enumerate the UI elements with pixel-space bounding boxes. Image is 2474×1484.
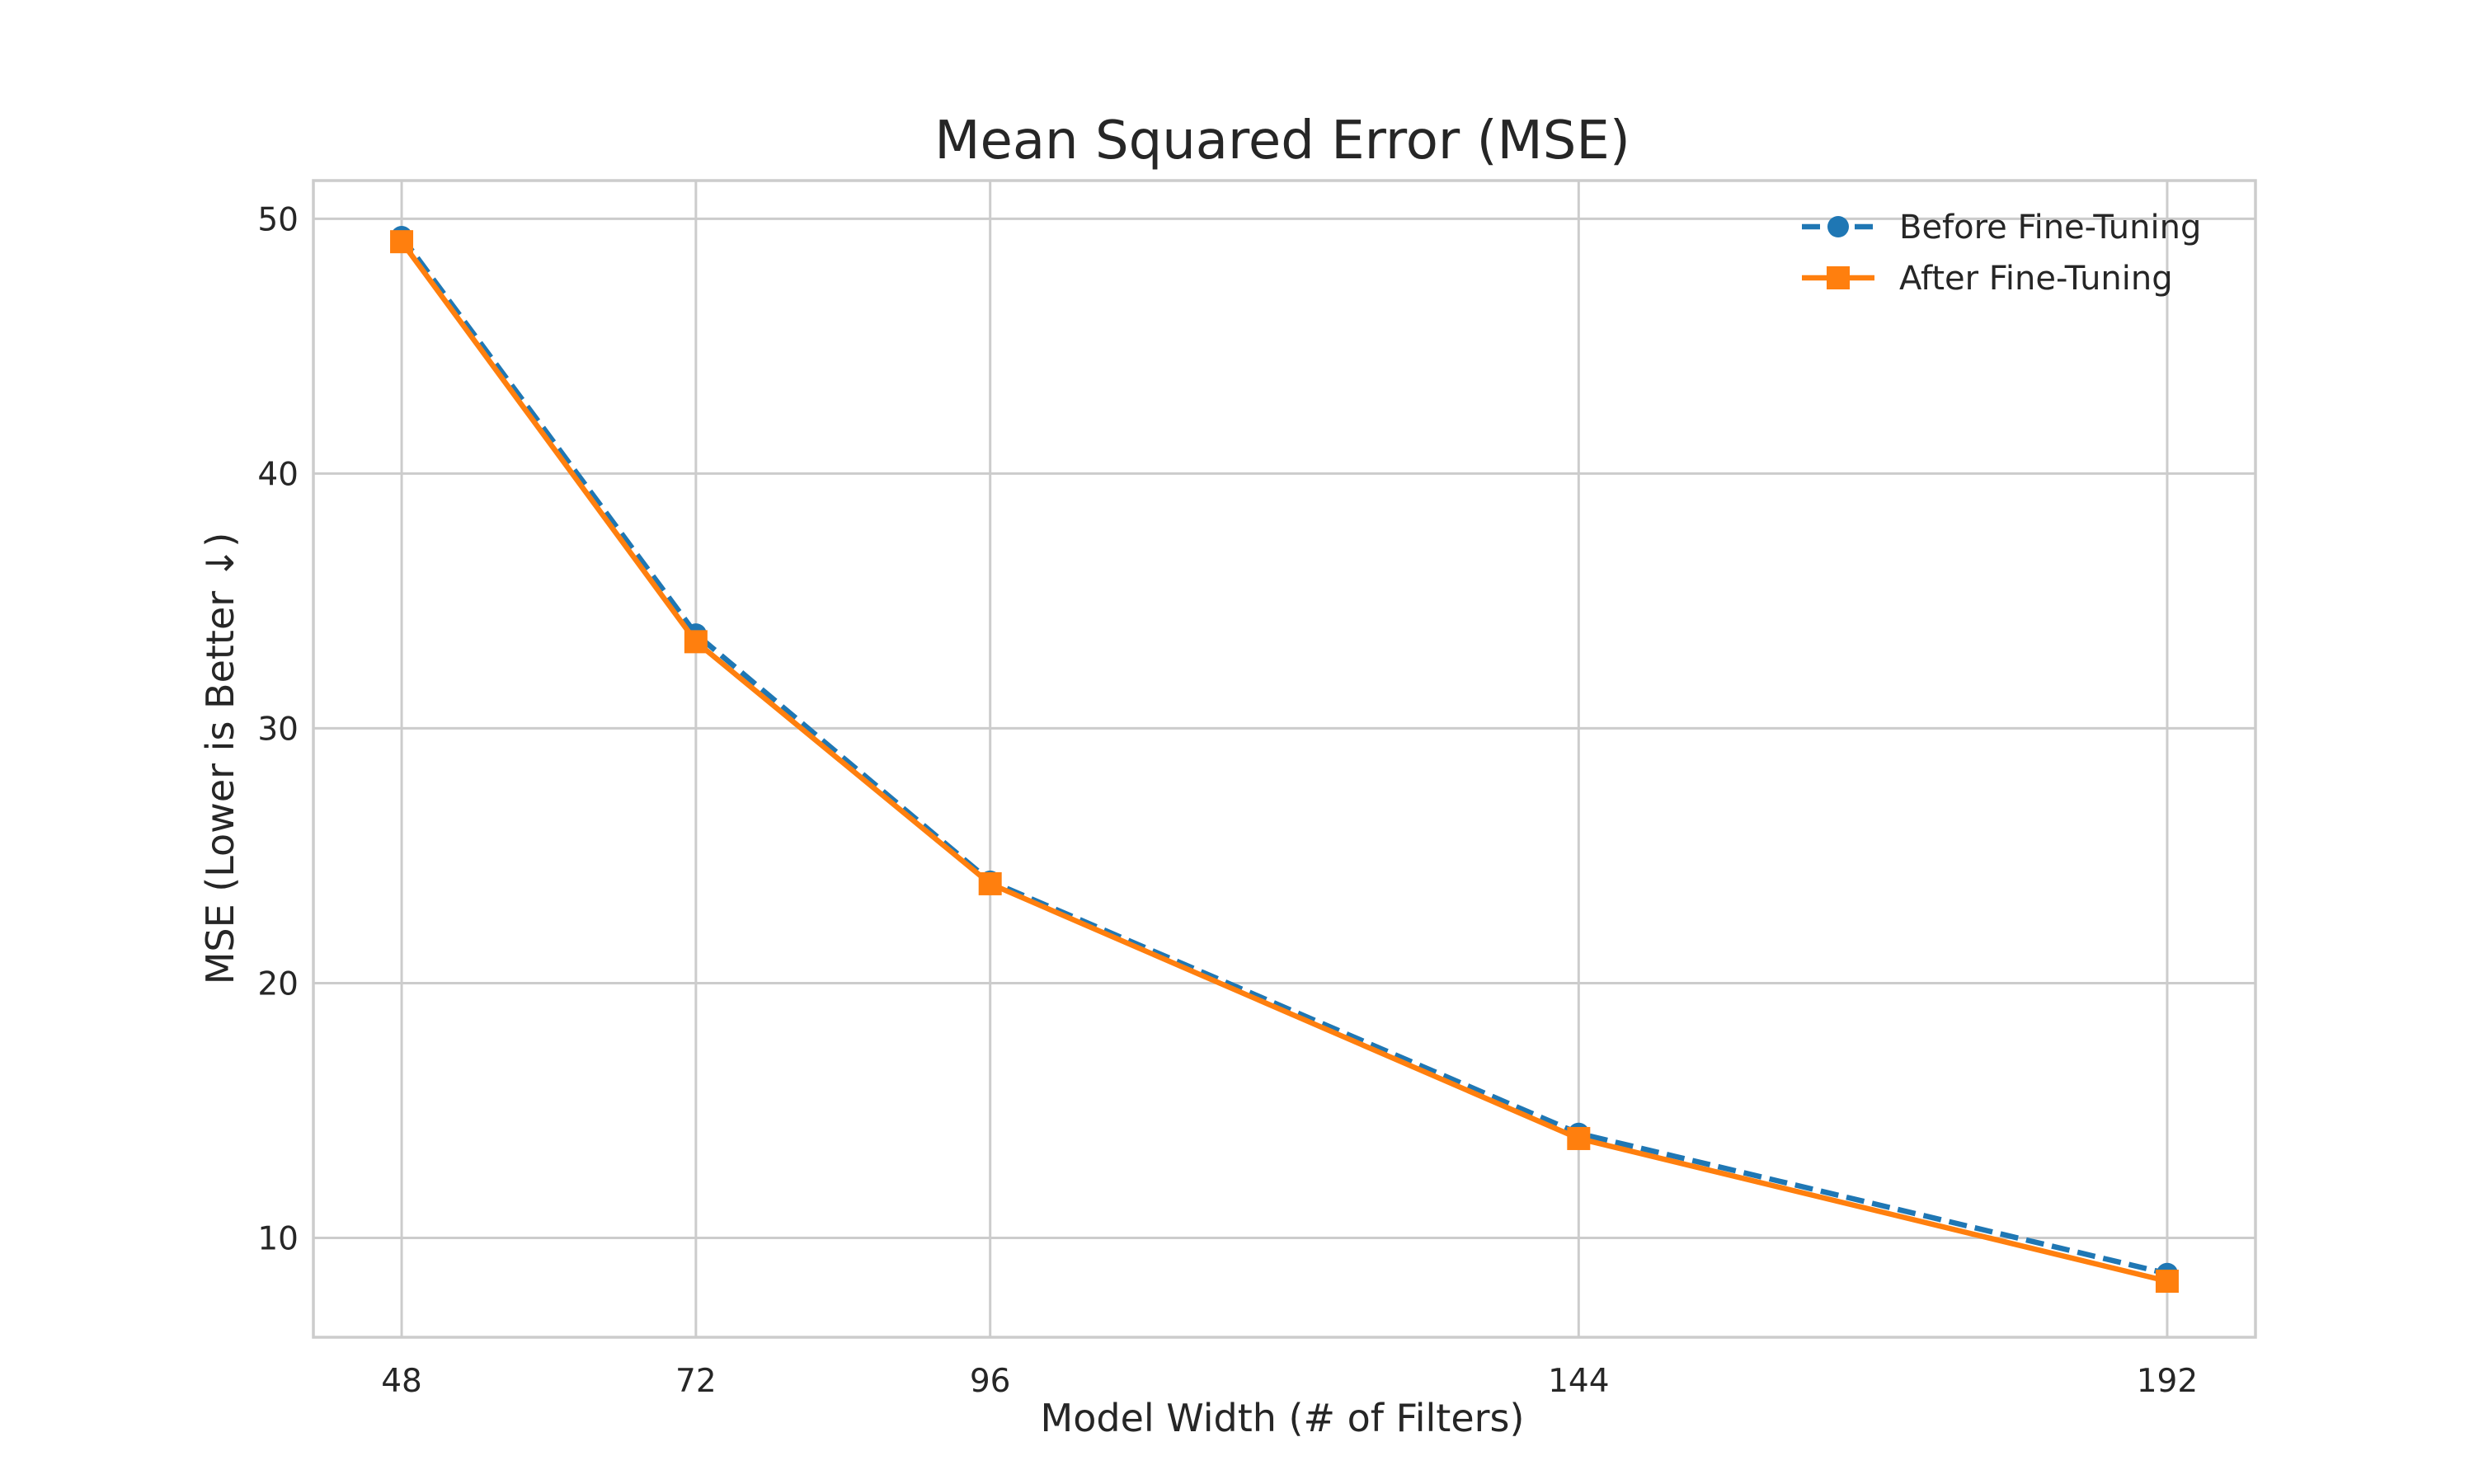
x-tick-labels: 48 72 96 144 192 [381, 1363, 2198, 1400]
y-tick-label: 30 [257, 711, 299, 748]
data-point [2155, 1270, 2179, 1294]
legend-label: After Fine-Tuning [1899, 260, 2173, 298]
data-point [1567, 1126, 1591, 1150]
x-tick-label: 48 [381, 1363, 422, 1400]
chart-title: Mean Squared Error (MSE) [934, 110, 1630, 171]
legend-item: After Fine-Tuning [1802, 260, 2173, 298]
data-point [390, 230, 414, 254]
x-tick-label: 192 [2137, 1363, 2198, 1400]
y-tick-label: 20 [257, 965, 299, 1003]
y-tick-labels: 10 20 30 40 50 [257, 201, 299, 1257]
legend-label: Before Fine-Tuning [1899, 209, 2201, 247]
y-grid [313, 217, 2255, 1239]
x-tick-label: 96 [970, 1363, 1011, 1400]
y-tick-label: 10 [257, 1220, 299, 1257]
legend-marker [1827, 266, 1850, 289]
series-layer [390, 225, 2179, 1294]
y-tick-label: 40 [257, 456, 299, 493]
legend-marker [1827, 216, 1849, 237]
legend: Before Fine-Tuning After Fine-Tuning [1802, 209, 2201, 298]
x-axis-label: Model Width (# of Filters) [1041, 1396, 1525, 1440]
y-tick-label: 50 [257, 201, 299, 238]
x-tick-label: 72 [675, 1363, 717, 1400]
plot-area [312, 179, 2257, 1339]
y-axis-label: MSE (Lower is Better ↓) [198, 533, 242, 985]
x-tick-label: 144 [1548, 1363, 1609, 1400]
legend-item: Before Fine-Tuning [1802, 209, 2201, 247]
data-point [978, 871, 1002, 895]
series-2 [390, 230, 2179, 1294]
data-point [684, 630, 708, 654]
